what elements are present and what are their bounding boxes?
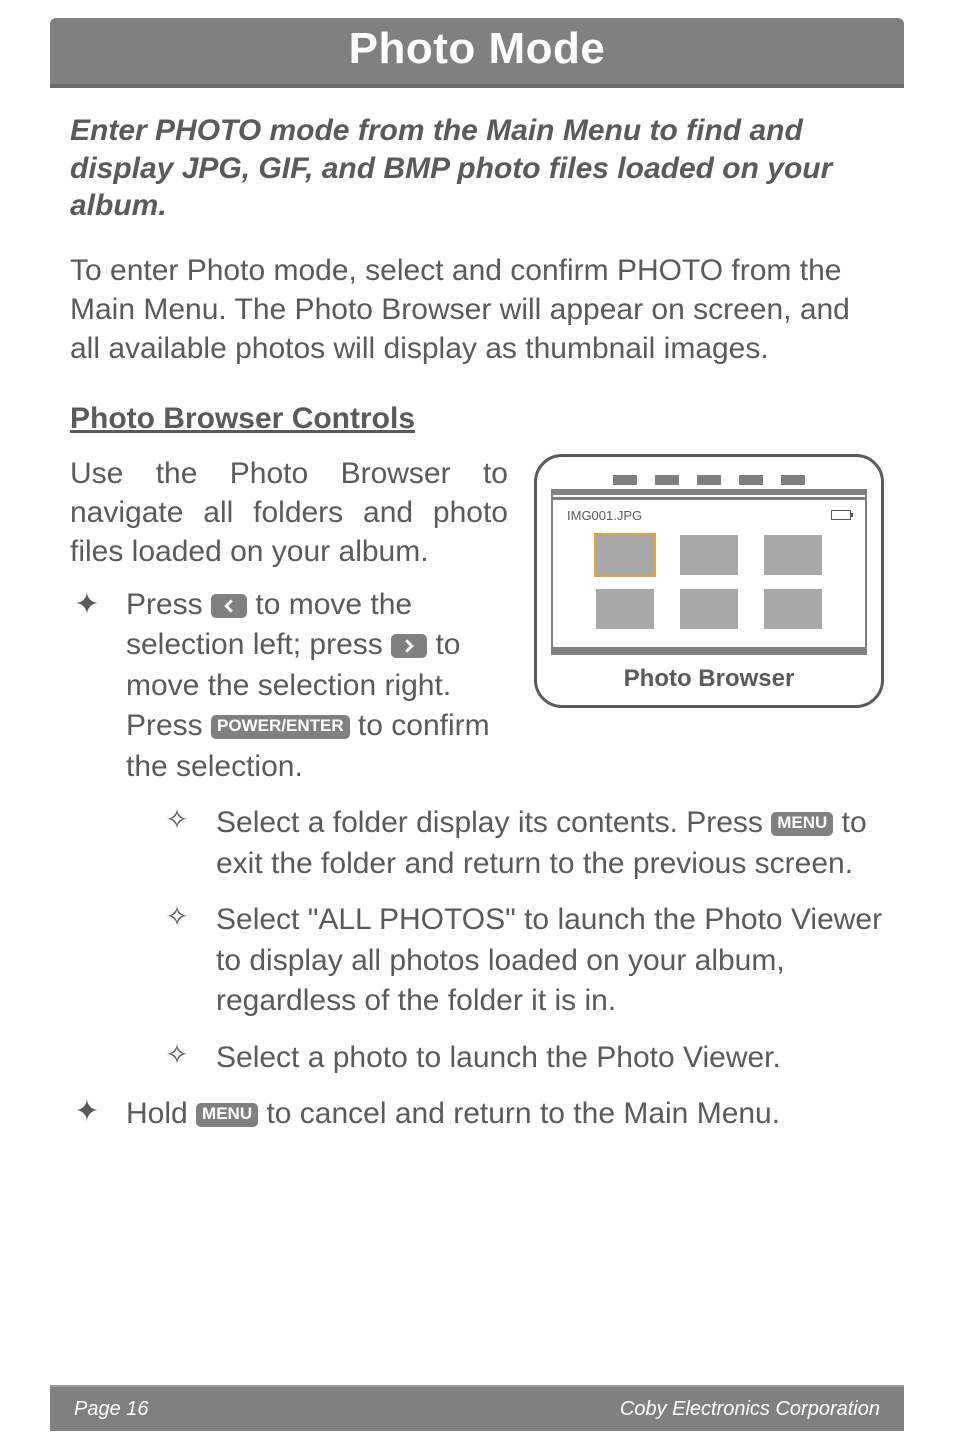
photo-browser-figure: IMG001.JPG <box>534 454 884 708</box>
b2-post: to cancel and return to the Main Menu. <box>258 1097 780 1130</box>
thumbnail-selected <box>596 535 654 575</box>
content-frame: Photo Mode Enter PHOTO mode from the Mai… <box>50 18 904 1449</box>
menu-key: MENU <box>196 1103 258 1126</box>
intro-text: Enter PHOTO mode from the Main Menu to f… <box>70 112 884 225</box>
thumbnail-grid <box>553 529 865 647</box>
sub-2-text: Select "ALL PHOTOS" to launch the Photo … <box>216 900 884 1022</box>
diamond-icon: ✧ <box>160 900 194 1022</box>
diamond-icon: ✧ <box>160 1038 194 1079</box>
fig-tab <box>655 475 679 485</box>
b1-pre: Press <box>126 588 211 621</box>
power-enter-key: POWER/ENTER <box>211 715 350 738</box>
figure-label-row: IMG001.JPG <box>553 504 865 529</box>
fig-tab <box>739 475 763 485</box>
thumbnail <box>596 589 654 629</box>
footer: Page 16 Coby Electronics Corporation <box>50 1385 904 1431</box>
left-intro: Use the Photo Browser to navigate all fo… <box>70 454 508 571</box>
figure-bottombar <box>553 647 865 653</box>
sub1-pre: Select a folder display its contents. Pr… <box>216 806 771 839</box>
left-key-icon <box>211 594 247 618</box>
sub-bullet-3: ✧ Select a photo to launch the Photo Vie… <box>70 1038 884 1079</box>
bullet-1: ✦ Press to move the selection left; pres… <box>70 585 508 788</box>
left-column: Use the Photo Browser to navigate all fo… <box>70 454 508 788</box>
footer-page: Page 16 <box>74 1398 149 1421</box>
page: Photo Mode Enter PHOTO mode from the Mai… <box>0 0 954 1449</box>
figure-screen: IMG001.JPG <box>551 489 867 655</box>
paragraph-1: To enter Photo mode, select and confirm … <box>70 251 884 368</box>
fig-tab <box>697 475 721 485</box>
figure-tabs <box>551 475 867 485</box>
figure-outer: IMG001.JPG <box>534 454 884 708</box>
diamond-icon: ✧ <box>160 803 194 884</box>
page-title: Photo Mode <box>50 24 904 74</box>
sub-1-text: Select a folder display its contents. Pr… <box>216 803 884 884</box>
fig-tab <box>613 475 637 485</box>
figure-filename: IMG001.JPG <box>567 508 642 523</box>
star-icon: ✦ <box>70 1094 104 1135</box>
thumbnail <box>680 535 738 575</box>
bullet-2-text: Hold MENU to cancel and return to the Ma… <box>126 1094 884 1135</box>
figure-caption: Photo Browser <box>551 665 867 693</box>
figure-topbar2 <box>553 497 865 500</box>
section-heading: Photo Browser Controls <box>70 402 884 436</box>
right-key-icon <box>391 634 427 658</box>
star-icon: ✦ <box>70 585 104 788</box>
thumbnail <box>764 589 822 629</box>
fig-tab <box>781 475 805 485</box>
thumbnail <box>680 589 738 629</box>
bullet-2: ✦ Hold MENU to cancel and return to the … <box>70 1094 884 1135</box>
row-browser: Use the Photo Browser to navigate all fo… <box>70 454 884 788</box>
battery-icon <box>831 510 851 520</box>
figure-topbar <box>553 489 865 495</box>
content: Enter PHOTO mode from the Main Menu to f… <box>50 88 904 1135</box>
header-band: Photo Mode <box>50 18 904 88</box>
sub-3-text: Select a photo to launch the Photo Viewe… <box>216 1038 884 1079</box>
menu-key: MENU <box>771 812 833 835</box>
footer-company: Coby Electronics Corporation <box>620 1398 880 1421</box>
sub-bullet-1: ✧ Select a folder display its contents. … <box>70 803 884 884</box>
b2-pre: Hold <box>126 1097 196 1130</box>
thumbnail <box>764 535 822 575</box>
sub-bullet-2: ✧ Select "ALL PHOTOS" to launch the Phot… <box>70 900 884 1022</box>
bullet-1-text: Press to move the selection left; press … <box>126 585 508 788</box>
